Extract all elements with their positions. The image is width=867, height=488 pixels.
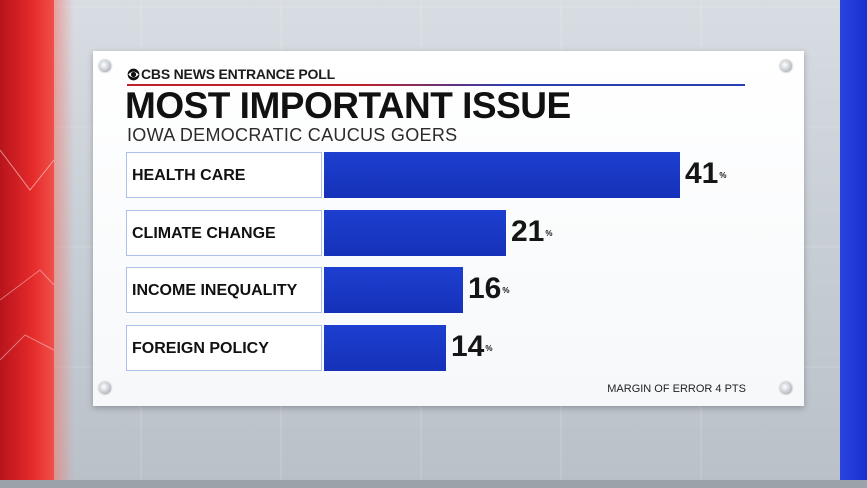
brand-name: CBS NEWS ENTRANCE POLL xyxy=(141,66,335,82)
screw-icon xyxy=(99,382,111,394)
data-label: 16% xyxy=(468,272,510,305)
bar xyxy=(324,152,680,198)
floor-strip xyxy=(0,480,867,488)
brand-header: CBS NEWS ENTRANCE POLL xyxy=(127,66,335,82)
bar xyxy=(324,267,463,313)
left-panel-lines xyxy=(0,149,54,361)
header-rule xyxy=(127,84,745,86)
cbs-eye-icon xyxy=(127,68,140,80)
screw-icon xyxy=(780,382,792,394)
category-label: INCOME INEQUALITY xyxy=(126,267,322,313)
bar xyxy=(324,325,446,371)
screw-icon xyxy=(780,60,792,72)
category-label: FOREIGN POLICY xyxy=(126,325,322,371)
margin-of-error-note: MARGIN OF ERROR 4 PTS xyxy=(607,383,746,395)
bar xyxy=(324,210,506,256)
left-red-glow xyxy=(54,0,74,488)
category-label: CLIMATE CHANGE xyxy=(126,210,322,256)
data-label: 21% xyxy=(511,215,553,248)
right-blue-panel xyxy=(840,0,867,488)
category-label: HEALTH CARE xyxy=(126,152,322,198)
screw-icon xyxy=(99,60,111,72)
data-label: 14% xyxy=(451,330,493,363)
left-red-panel xyxy=(0,0,54,488)
chart-subtitle: IOWA DEMOCRATIC CAUCUS GOERS xyxy=(127,125,458,145)
data-label: 41% xyxy=(685,157,727,190)
chart-title: MOST IMPORTANT ISSUE xyxy=(125,85,571,126)
